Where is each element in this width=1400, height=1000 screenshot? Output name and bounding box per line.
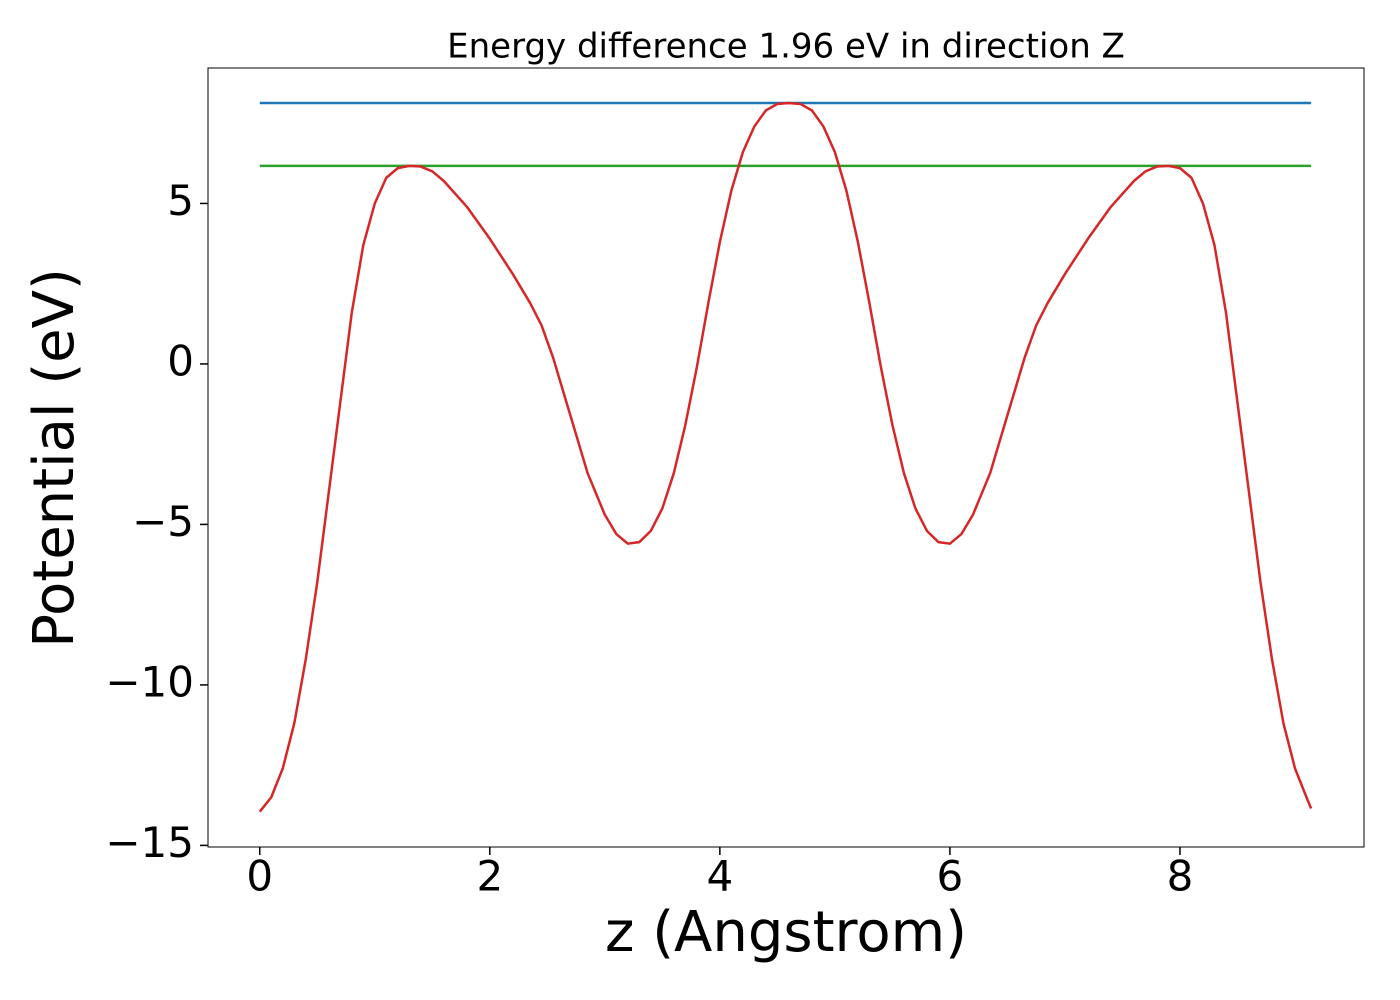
y-axis-label: Potential (eV) [22,268,87,648]
y-tick-label: −10 [105,657,194,706]
x-tick-label: 4 [706,852,733,901]
x-axis-label: z (Angstrom) [605,900,967,965]
x-tick-label: 2 [476,852,503,901]
plot-frame [207,67,1365,848]
y-tick-label: −15 [105,818,194,867]
y-tick-label: 5 [167,176,194,225]
x-tick-label: 6 [937,852,964,901]
y-tick-label: 0 [167,336,194,385]
x-tick-label: 8 [1167,852,1194,901]
chart-title: Energy difference 1.96 eV in direction Z [447,27,1125,67]
y-tick-label: −5 [132,497,194,546]
x-tick-label: 0 [246,852,273,901]
line-series [258,101,1313,813]
